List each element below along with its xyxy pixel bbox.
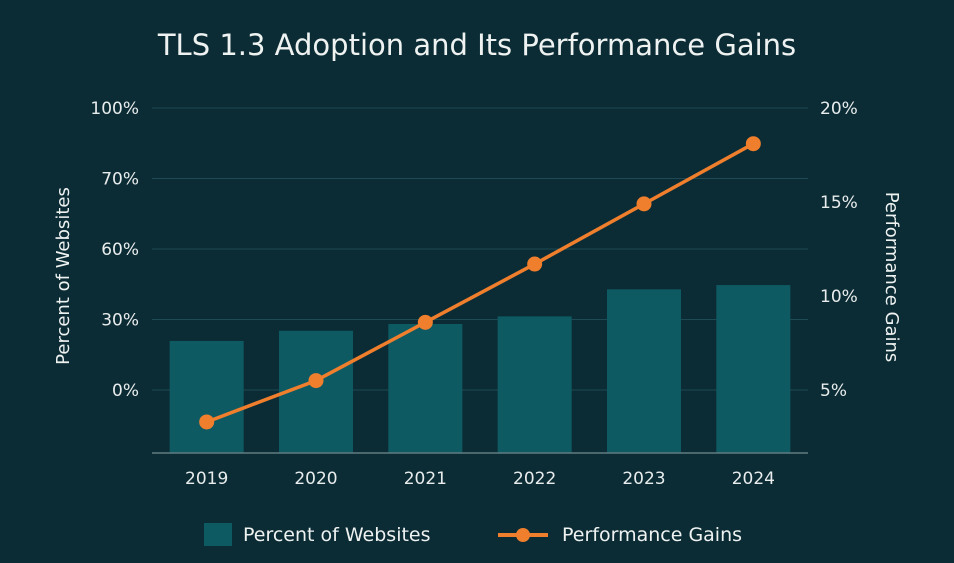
- x-tick-label: 2023: [622, 469, 665, 489]
- performance-point: [527, 256, 543, 272]
- legend: Percent of Websites Performance Gains: [204, 523, 742, 546]
- y2-tick-label: 10%: [820, 287, 858, 307]
- y2-tick-label: 5%: [820, 381, 847, 401]
- performance-point: [636, 196, 652, 212]
- bar: [388, 324, 463, 453]
- y-tick-label: 60%: [101, 240, 139, 260]
- y-tick-label: 30%: [101, 311, 139, 331]
- y2-tick-labels: 20% 15% 10% 5%: [820, 99, 858, 401]
- bar: [279, 330, 353, 453]
- bar: [497, 316, 572, 453]
- x-tick-label: 2019: [185, 469, 228, 489]
- line-series: [199, 136, 761, 430]
- legend-label-bar: Percent of Websites: [243, 524, 431, 546]
- x-tick-label: 2024: [732, 469, 775, 489]
- performance-point: [745, 136, 761, 152]
- performance-point: [199, 414, 215, 430]
- gridlines: [152, 107, 808, 391]
- x-tick-label: 2020: [294, 469, 337, 489]
- bar: [716, 285, 791, 453]
- x-tick-label: 2021: [404, 469, 447, 489]
- bar: [169, 340, 244, 453]
- y-tick-labels: 100% 70% 60% 30% 0%: [90, 99, 139, 401]
- y-tick-label: 70%: [101, 170, 139, 190]
- chart-title: TLS 1.3 Adoption and Its Performance Gai…: [157, 28, 796, 62]
- performance-point: [417, 314, 433, 330]
- y2-axis-label: Performance Gains: [881, 192, 902, 363]
- legend-swatch-marker: [516, 528, 530, 542]
- bar-series: [169, 285, 791, 453]
- bar: [607, 289, 681, 453]
- y2-tick-label: 15%: [820, 193, 858, 213]
- y2-tick-label: 20%: [820, 99, 858, 119]
- x-tick-labels: 2019 2020 2021 2022 2023 2024: [185, 469, 775, 489]
- x-tick-label: 2022: [513, 469, 556, 489]
- legend-swatch-bar: [204, 523, 232, 546]
- performance-line: [206, 142, 755, 424]
- y-tick-label: 0%: [112, 381, 139, 401]
- y-axis-label: Percent of Websites: [53, 187, 74, 365]
- legend-label-line: Performance Gains: [562, 524, 742, 546]
- y-tick-label: 100%: [90, 99, 139, 119]
- performance-point: [308, 373, 324, 389]
